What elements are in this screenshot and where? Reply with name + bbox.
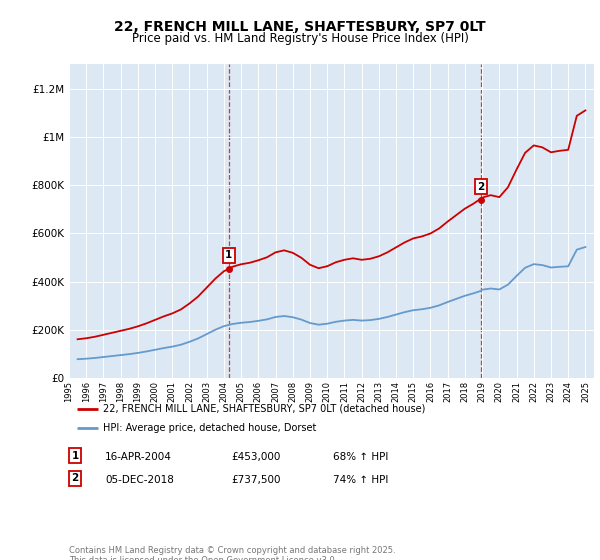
- Text: 1: 1: [225, 250, 233, 260]
- Text: 22, FRENCH MILL LANE, SHAFTESBURY, SP7 0LT: 22, FRENCH MILL LANE, SHAFTESBURY, SP7 0…: [114, 20, 486, 34]
- Text: HPI: Average price, detached house, Dorset: HPI: Average price, detached house, Dors…: [103, 423, 317, 433]
- Text: £453,000: £453,000: [231, 452, 280, 463]
- Text: Contains HM Land Registry data © Crown copyright and database right 2025.
This d: Contains HM Land Registry data © Crown c…: [69, 546, 395, 560]
- Text: 16-APR-2004: 16-APR-2004: [105, 452, 172, 463]
- Text: 74% ↑ HPI: 74% ↑ HPI: [333, 475, 388, 485]
- Text: £737,500: £737,500: [231, 475, 281, 485]
- Text: 68% ↑ HPI: 68% ↑ HPI: [333, 452, 388, 463]
- Text: 1: 1: [71, 451, 79, 461]
- Text: 22, FRENCH MILL LANE, SHAFTESBURY, SP7 0LT (detached house): 22, FRENCH MILL LANE, SHAFTESBURY, SP7 0…: [103, 404, 425, 414]
- Text: 2: 2: [71, 473, 79, 483]
- Text: 2: 2: [477, 182, 484, 192]
- Text: Price paid vs. HM Land Registry's House Price Index (HPI): Price paid vs. HM Land Registry's House …: [131, 32, 469, 45]
- Text: 05-DEC-2018: 05-DEC-2018: [105, 475, 174, 485]
